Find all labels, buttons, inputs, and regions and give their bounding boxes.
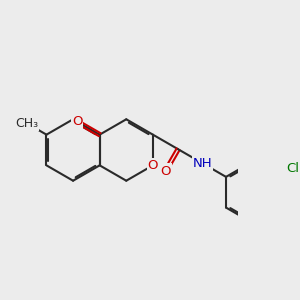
Text: O: O [148,159,158,172]
Text: CH₃: CH₃ [15,117,38,130]
Text: NH: NH [193,157,212,170]
Text: O: O [160,164,171,178]
Text: Cl: Cl [286,162,299,176]
Text: O: O [72,115,82,128]
